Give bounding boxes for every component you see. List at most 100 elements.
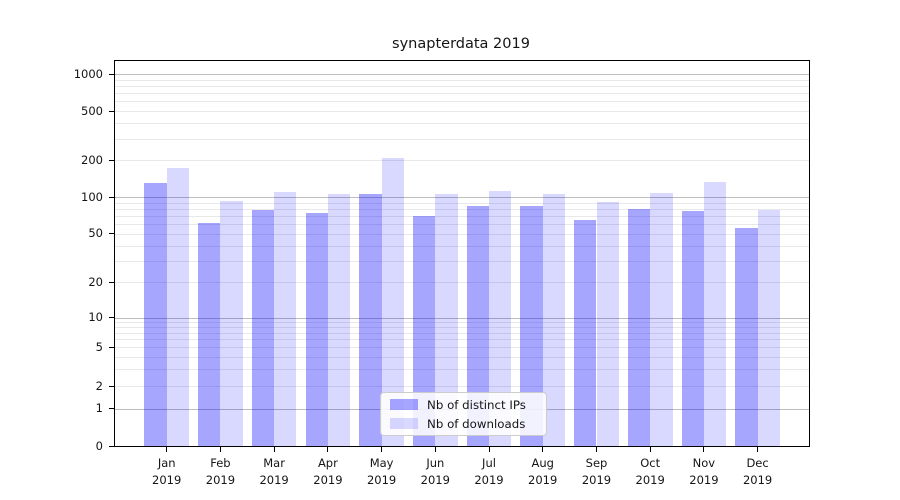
y-tick-label: 1 (95, 401, 103, 416)
x-tick-label-year: 2019 (259, 472, 289, 487)
y-tick-label: 10 (88, 310, 103, 325)
bar-nb-of-downloads-apr-2019 (327, 194, 351, 446)
y-tick-label: 50 (88, 226, 103, 241)
x-tick-label: May 2019 (352, 455, 412, 488)
x-tick-label-year: 2019 (742, 472, 773, 487)
legend-swatch-downloads (390, 418, 418, 429)
minor-gridline (115, 138, 809, 140)
legend-item-distinct-ips: Nb of distinct IPs (390, 398, 546, 412)
minor-gridline (115, 215, 809, 217)
x-axis-tick (649, 446, 651, 452)
minor-gridline (115, 356, 809, 358)
x-tick-label: Jun 2019 (405, 455, 465, 488)
x-tick-label: Apr 2019 (298, 455, 358, 488)
x-tick-label-year: 2019 (205, 472, 236, 487)
x-tick-label: Jan 2019 (137, 455, 197, 488)
bar-nb-of-distinct-ips-dec-2019 (735, 227, 758, 446)
x-tick-label-year: 2019 (528, 472, 558, 487)
minor-gridline (115, 245, 809, 247)
bar-nb-of-distinct-ips-may-2019 (359, 193, 382, 446)
bar-nb-of-downloads-jan-2019 (166, 168, 190, 446)
minor-gridline (115, 86, 809, 88)
minor-gridline (115, 332, 809, 334)
legend-label-downloads: Nb of downloads (427, 416, 526, 431)
legend-label-distinct-ips: Nb of distinct IPs (427, 397, 526, 412)
minor-gridline (115, 123, 809, 124)
x-axis-tick (703, 446, 705, 452)
minor-gridline (115, 347, 809, 348)
x-axis-tick (327, 446, 329, 452)
x-tick-label-month: Mar (263, 456, 285, 470)
y-tick-label: 500 (81, 103, 103, 118)
x-tick-label: Feb 2019 (190, 455, 250, 488)
bar-nb-of-distinct-ips-nov-2019 (681, 210, 704, 446)
x-tick-label-month: Aug (531, 456, 554, 470)
major-gridline (115, 317, 809, 319)
x-tick-label: Jul 2019 (459, 455, 519, 488)
minor-gridline (115, 101, 809, 103)
minor-gridline (115, 233, 809, 235)
bar-nb-of-distinct-ips-jan-2019 (144, 183, 167, 446)
minor-gridline (115, 327, 809, 329)
x-tick-label-month: Dec (746, 456, 769, 470)
x-tick-label-month: Jan (157, 456, 176, 470)
x-tick-label-year: 2019 (313, 472, 343, 487)
minor-gridline (115, 160, 809, 162)
x-tick-label-year: 2019 (366, 472, 397, 487)
y-axis-tick (109, 110, 115, 112)
y-axis-tick (109, 73, 115, 75)
legend-swatch-distinct-ips (390, 399, 418, 410)
minor-gridline (115, 79, 809, 81)
bar-nb-of-downloads-jul-2019 (489, 190, 512, 446)
minor-gridline (115, 208, 809, 210)
major-gridline (115, 197, 809, 198)
minor-gridline (115, 202, 809, 204)
bar-nb-of-distinct-ips-jul-2019 (466, 205, 489, 446)
minor-gridline (115, 339, 809, 341)
y-axis-tick (109, 385, 115, 387)
x-tick-label: Sep 2019 (567, 455, 627, 488)
y-tick-label: 0 (95, 438, 103, 453)
x-axis-tick (219, 446, 221, 452)
x-axis-tick (488, 446, 490, 452)
y-tick-label: 200 (81, 152, 103, 167)
y-axis-tick (109, 281, 115, 283)
x-tick-label-month: Nov (692, 456, 716, 470)
x-tick-label: Oct 2019 (620, 455, 680, 488)
y-axis-tick (109, 196, 115, 198)
minor-gridline (115, 224, 809, 225)
x-tick-label-year: 2019 (152, 472, 182, 487)
minor-gridline (115, 368, 809, 370)
x-tick-label-month: Jul (482, 456, 496, 470)
bar-nb-of-distinct-ips-mar-2019 (251, 209, 275, 446)
x-tick-label: Mar 2019 (244, 455, 304, 488)
y-axis-tick (109, 408, 115, 410)
x-axis-tick (434, 446, 436, 452)
minor-gridline (115, 111, 809, 112)
x-tick-label-month: Apr (317, 456, 338, 470)
bar-nb-of-distinct-ips-feb-2019 (198, 223, 221, 446)
x-tick-label-year: 2019 (420, 472, 450, 487)
minor-gridline (115, 93, 809, 95)
x-tick-label-month: Sep (585, 456, 608, 470)
x-tick-label: Nov 2019 (674, 455, 734, 488)
x-axis-tick (596, 446, 597, 452)
x-tick-label-month: May (369, 456, 394, 470)
x-axis-tick (381, 446, 383, 452)
bar-nb-of-downloads-may-2019 (381, 158, 404, 446)
y-tick-label: 1000 (73, 66, 103, 81)
bar-nb-of-distinct-ips-aug-2019 (520, 206, 543, 446)
x-tick-label-month: Oct (640, 456, 661, 470)
y-axis-tick (109, 346, 115, 348)
x-axis-tick (542, 446, 544, 452)
x-axis-tick (273, 446, 275, 452)
x-tick-label: Aug 2019 (513, 455, 573, 488)
bar-nb-of-downloads-feb-2019 (220, 201, 243, 446)
y-tick-label: 100 (81, 189, 103, 204)
chart-title: synapterdata 2019 (392, 36, 530, 52)
bar-nb-of-distinct-ips-jun-2019 (412, 215, 436, 446)
y-tick-label: 2 (95, 378, 103, 393)
x-tick-label-month: Feb (210, 456, 231, 470)
bar-nb-of-downloads-sep-2019 (596, 202, 619, 446)
